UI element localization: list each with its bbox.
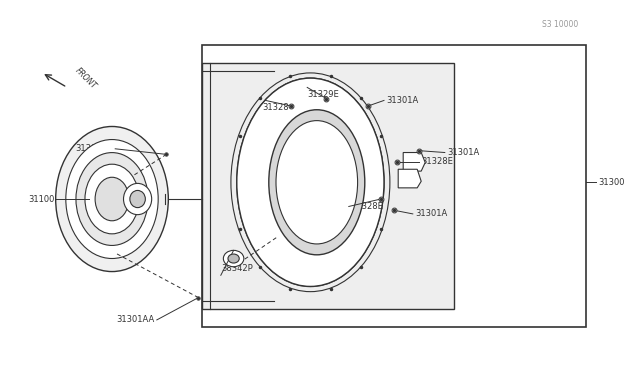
Ellipse shape	[85, 164, 139, 234]
Ellipse shape	[237, 78, 384, 286]
Text: 31301A: 31301A	[386, 96, 419, 105]
Text: 31328: 31328	[262, 103, 289, 112]
Text: 31301AA: 31301AA	[75, 144, 113, 153]
Text: 31329E: 31329E	[307, 90, 339, 99]
Polygon shape	[398, 169, 421, 188]
Polygon shape	[403, 153, 425, 171]
Text: 31100: 31100	[28, 195, 54, 203]
Ellipse shape	[124, 183, 152, 215]
Ellipse shape	[269, 110, 365, 255]
Polygon shape	[202, 62, 454, 310]
Bar	[202, 45, 586, 327]
Ellipse shape	[56, 126, 168, 272]
Text: 31301A: 31301A	[447, 148, 479, 157]
Ellipse shape	[237, 78, 384, 286]
Ellipse shape	[130, 190, 145, 208]
Text: S3 10000: S3 10000	[542, 20, 578, 29]
Text: 31328E: 31328E	[351, 202, 383, 211]
Text: 38342P: 38342P	[221, 264, 253, 273]
Ellipse shape	[276, 121, 358, 244]
Text: 31328E: 31328E	[421, 157, 453, 166]
Ellipse shape	[223, 250, 244, 267]
Ellipse shape	[66, 140, 158, 259]
Text: FRONT: FRONT	[74, 66, 99, 91]
Ellipse shape	[228, 254, 239, 263]
Ellipse shape	[95, 177, 129, 221]
Text: 31301AA: 31301AA	[116, 315, 155, 324]
Text: 31300: 31300	[598, 178, 625, 187]
Ellipse shape	[76, 153, 148, 246]
Text: 31301A: 31301A	[415, 209, 447, 218]
